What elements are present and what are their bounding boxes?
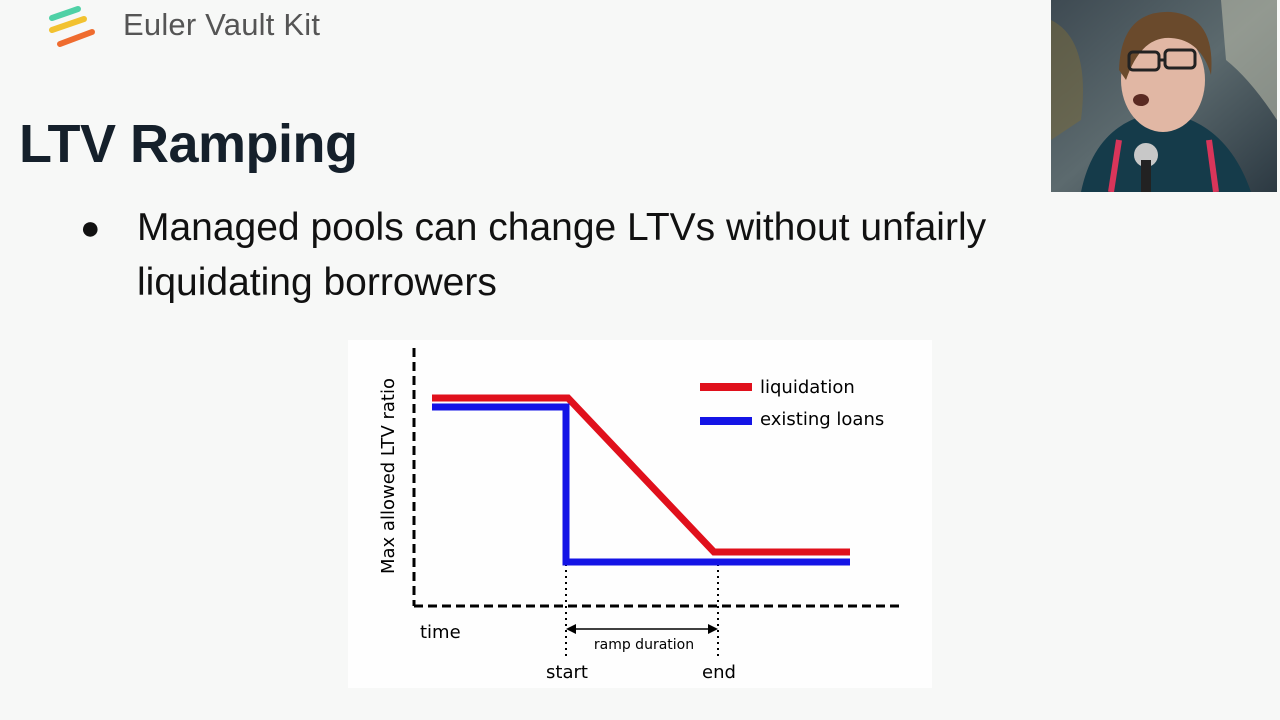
presenter-video xyxy=(1051,0,1277,192)
arrow-head-left xyxy=(566,624,576,634)
brand-name: Euler Vault Kit xyxy=(123,7,321,42)
euler-logo-icon xyxy=(49,6,95,47)
presenter-image xyxy=(1051,0,1277,192)
existing-loans-line xyxy=(432,403,850,566)
slide-title: LTV Ramping xyxy=(19,114,358,174)
ramp-duration-label: ramp duration xyxy=(594,637,694,653)
ltv-ramp-diagram: Max allowed LTV ratio time ramp duration… xyxy=(348,340,932,688)
legend-label-existing-loans: existing loans xyxy=(760,409,884,430)
start-label: start xyxy=(546,662,588,683)
y-axis-label: Max allowed LTV ratio xyxy=(378,378,399,574)
bullet-marker: ● xyxy=(80,209,101,247)
bullet-text: Managed pools can change LTVs without un… xyxy=(137,206,987,304)
arrow-head-right xyxy=(708,624,718,634)
end-label: end xyxy=(702,662,736,683)
legend-label-liquidation: liquidation xyxy=(760,377,855,398)
x-axis-label: time xyxy=(420,622,461,643)
liquidation-line xyxy=(432,394,850,556)
